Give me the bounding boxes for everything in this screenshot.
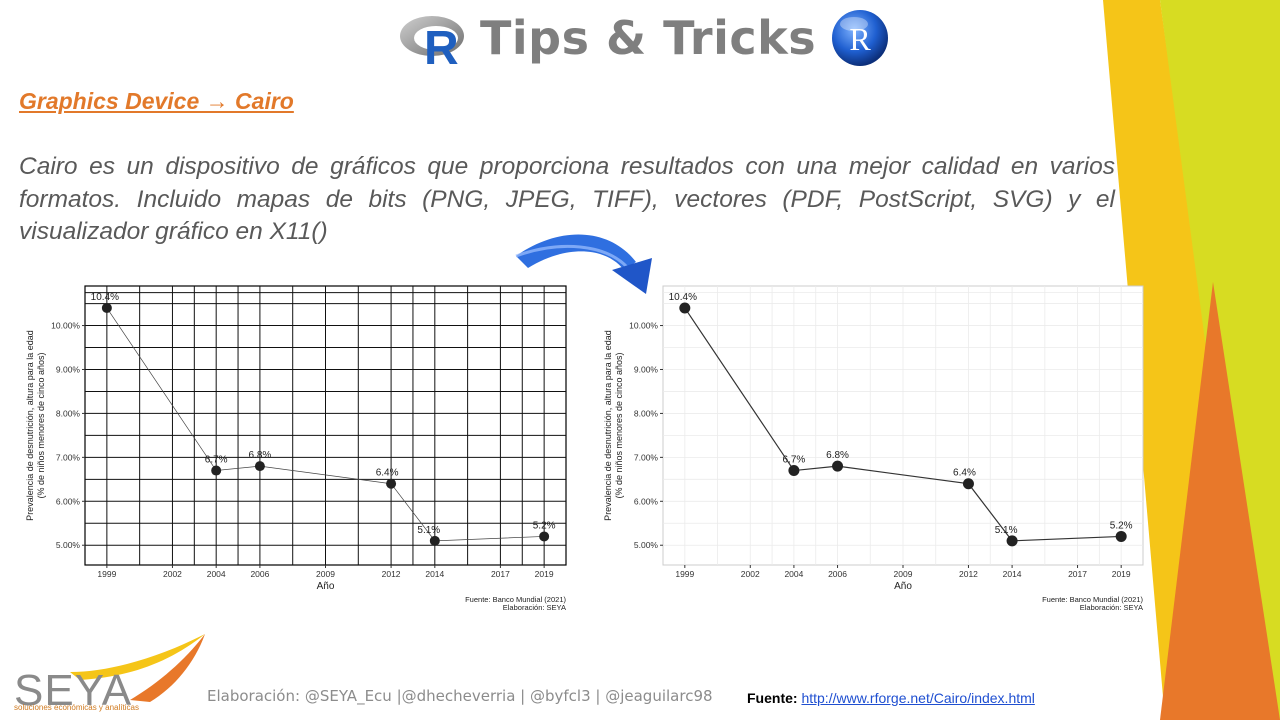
- x-tick-label: 1999: [675, 569, 694, 579]
- y-tick-label: 9.00%: [634, 364, 659, 374]
- logo-wordmark: SEYA: [14, 666, 133, 715]
- source-label: Fuente:: [747, 690, 798, 706]
- caption-source: Fuente: Banco Mundial (2021): [465, 595, 566, 604]
- x-tick-label: 2006: [828, 569, 847, 579]
- svg-text:R: R: [849, 21, 871, 57]
- y-tick-label: 5.00%: [56, 540, 81, 550]
- seya-logo: SEYA soluciones económicas y analíticas: [10, 632, 210, 716]
- x-tick-label: 2019: [535, 569, 554, 579]
- data-label: 5.1%: [995, 525, 1018, 536]
- y-tick-label: 6.00%: [634, 496, 659, 506]
- data-point: [679, 302, 691, 314]
- y-tick-label: 9.00%: [56, 364, 81, 374]
- y-axis-title-line1: Prevalencia de desnutrición, altura para…: [25, 330, 35, 521]
- y-axis-title-line1: Prevalencia de desnutrición, altura para…: [603, 330, 613, 521]
- page-title: Tips & Tricks: [480, 11, 817, 65]
- data-label: 5.2%: [533, 520, 556, 531]
- series-line: [106, 307, 545, 542]
- data-point: [386, 478, 397, 489]
- data-label: 6.4%: [953, 468, 976, 479]
- footer-source: Fuente: http://www.rforge.net/Cairo/inde…: [747, 690, 1035, 706]
- data-point: [539, 531, 550, 542]
- data-label: 10.4%: [91, 292, 119, 303]
- data-label: 6.8%: [826, 450, 849, 461]
- r-logo-icon: R: [400, 16, 464, 68]
- y-tick-label: 8.00%: [634, 408, 659, 418]
- chart-default-device: 5.00% 6.00% 7.00% 8.00% 9.00% 10.00% 1999 2002 2…: [10, 280, 590, 620]
- data-point: [101, 302, 112, 313]
- y-tick-label: 6.00%: [56, 496, 81, 506]
- caption-source: Fuente: Banco Mundial (2021): [1042, 595, 1143, 604]
- chart-svg: 5.00% 6.00% 7.00% 8.00% 9.00% 10.00% 1999 2002 2…: [25, 285, 567, 612]
- data-point: [429, 535, 440, 546]
- data-label: 10.4%: [669, 292, 697, 303]
- data-point: [211, 465, 222, 476]
- logo-swoosh-icon: [70, 634, 205, 702]
- y-tick-label: 7.00%: [634, 452, 659, 462]
- x-tick-label: 2017: [491, 569, 510, 579]
- data-point: [1006, 535, 1018, 547]
- logo-subtitle: soluciones económicas y analíticas: [14, 703, 139, 712]
- caption-credit: Elaboración: SEYA: [1080, 603, 1143, 612]
- data-point: [788, 465, 800, 477]
- r-sphere-logo-icon: R: [832, 10, 889, 66]
- y-tick-label: 5.00%: [634, 540, 659, 550]
- data-label: 5.2%: [1110, 520, 1133, 531]
- y-tick-label: 10.00%: [51, 321, 80, 331]
- x-tick-label: 2002: [163, 569, 182, 579]
- y-tick-label: 7.00%: [56, 452, 81, 462]
- blue-arrow-icon: [515, 234, 652, 294]
- x-tick-label: 2017: [1068, 569, 1087, 579]
- y-tick-label: 10.00%: [629, 321, 658, 331]
- x-tick-label: 2012: [959, 569, 978, 579]
- chart-svg: 5.00% 6.00% 7.00% 8.00% 9.00% 10.00% 1999 2002 2…: [603, 285, 1144, 612]
- x-axis-title: Año: [317, 581, 335, 592]
- y-axis-title-line2: (% de niños menores de cinco años): [36, 352, 46, 498]
- data-label: 6.7%: [783, 455, 806, 466]
- series-line: [684, 307, 1122, 542]
- x-tick-label: 2009: [894, 569, 913, 579]
- source-link[interactable]: http://www.rforge.net/Cairo/index.html: [801, 690, 1035, 706]
- footer-credits: Elaboración: @SEYA_Ecu |@dhecheverria | …: [207, 687, 713, 705]
- data-label: 6.4%: [376, 468, 399, 479]
- data-point: [1115, 530, 1127, 542]
- data-point: [832, 460, 844, 472]
- orange-triangle-shape: [1160, 282, 1280, 720]
- y-axis-title-line2: (% de niños menores de cinco años): [614, 352, 624, 498]
- x-tick-label: 2014: [1003, 569, 1022, 579]
- x-tick-label: 2019: [1112, 569, 1131, 579]
- data-point: [962, 478, 974, 490]
- x-tick-label: 2006: [250, 569, 269, 579]
- chart-cairo-device: 5.00% 6.00% 7.00% 8.00% 9.00% 10.00% 1999 2002 2…: [588, 280, 1168, 620]
- svg-text:R: R: [424, 22, 459, 68]
- x-tick-label: 2012: [382, 569, 401, 579]
- data-label: 6.8%: [249, 450, 272, 461]
- x-tick-label: 2014: [425, 569, 444, 579]
- x-tick-label: 2009: [316, 569, 335, 579]
- data-label: 5.1%: [417, 525, 440, 536]
- x-axis-title: Año: [894, 581, 912, 592]
- x-tick-label: 2004: [207, 569, 226, 579]
- section-heading: Graphics Device → Cairo: [19, 88, 294, 114]
- data-point: [254, 461, 265, 472]
- page-header: R Tips & Tricks R: [398, 6, 890, 70]
- y-tick-label: 8.00%: [56, 408, 81, 418]
- x-tick-label: 2004: [784, 569, 803, 579]
- x-tick-label: 2002: [741, 569, 760, 579]
- data-label: 6.7%: [205, 455, 228, 466]
- description-paragraph: Cairo es un dispositivo de gráficos que …: [19, 153, 1115, 245]
- x-tick-label: 1999: [97, 569, 116, 579]
- caption-credit: Elaboración: SEYA: [503, 603, 566, 612]
